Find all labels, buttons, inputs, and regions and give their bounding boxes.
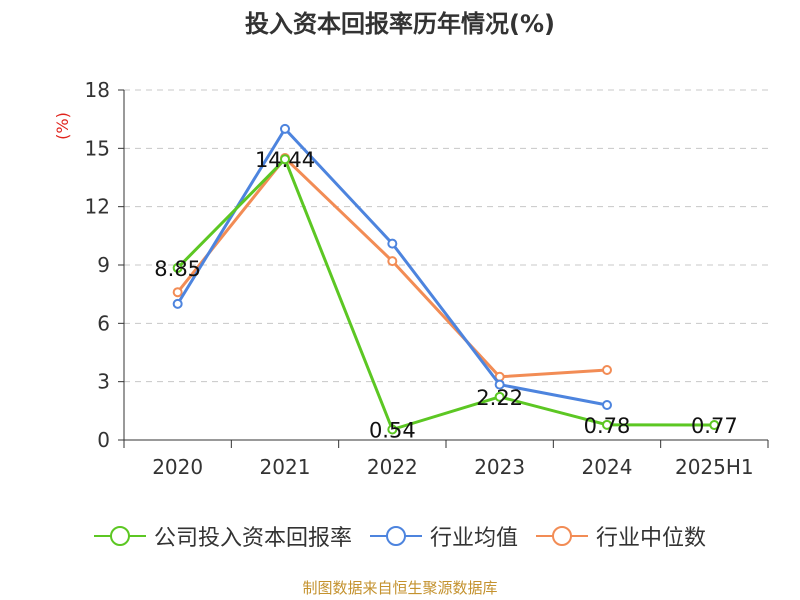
x-tick-label: 2024 [582, 455, 633, 479]
data-label: 0.54 [369, 419, 416, 443]
legend-item-industry-median[interactable]: 行业中位数 [536, 520, 706, 552]
x-tick-label: 2020 [152, 455, 203, 479]
data-point [172, 298, 183, 309]
source-note: 制图数据来自恒生聚源数据库 [302, 579, 498, 597]
y-axis-label: (%) [53, 112, 72, 140]
y-tick-label: 15 [85, 136, 110, 160]
data-point [602, 365, 612, 375]
data-label: 0.78 [584, 414, 631, 438]
axes: 0 3 6 9 12 15 18 2020 2021 2022 2023 2024 2025H1 [85, 78, 769, 479]
data-point [172, 287, 183, 298]
x-tick-label: 2025H1 [675, 455, 754, 479]
legend: 公司投入资本回报率 行业均值 行业中位数 [0, 518, 800, 554]
y-tick-label: 0 [97, 428, 110, 452]
data-point [602, 400, 612, 410]
data-point [494, 379, 505, 390]
data-label: 8.85 [154, 257, 201, 281]
x-tick-label: 2023 [474, 455, 525, 479]
y-tick-label: 6 [97, 311, 110, 335]
x-tick-label: 2022 [367, 455, 418, 479]
x-tick-label: 2021 [260, 455, 311, 479]
data-label: 0.77 [691, 414, 738, 438]
chart-title: 投入资本回报率历年情况(%) [245, 10, 555, 38]
series-line [176, 157, 715, 431]
legend-swatch-company-roic [93, 526, 146, 546]
data-label: 2.22 [476, 386, 523, 410]
legend-item-company-roic[interactable]: 公司投入资本回报率 [93, 520, 352, 552]
data-point [172, 262, 183, 273]
data-point [387, 256, 398, 267]
legend-swatch-industry-median [536, 526, 588, 546]
data-label: 14.44 [255, 148, 315, 172]
y-tick-label: 3 [97, 370, 110, 394]
y-tick-label: 12 [85, 195, 110, 219]
data-point [280, 154, 290, 165]
data-point [602, 419, 612, 430]
data-point [387, 424, 398, 435]
data-point [494, 391, 505, 402]
legend-label-industry-mean: 行业均值 [429, 526, 518, 551]
legend-item-industry-mean[interactable]: 行业均值 [369, 520, 518, 552]
data-point [280, 123, 290, 134]
series-line [176, 127, 608, 407]
data-point [387, 238, 398, 249]
legend-label-industry-median: 行业中位数 [596, 526, 707, 551]
legend-label-company-roic: 公司投入资本回报率 [153, 526, 352, 551]
series-lines [172, 123, 720, 435]
grid-lines [124, 89, 768, 383]
data-labels: 8.85 14.44 0.54 2.22 0.78 0.77 [154, 148, 737, 442]
legend-swatch-industry-mean [369, 526, 422, 546]
y-tick-label: 18 [85, 78, 110, 102]
data-point [709, 420, 720, 431]
y-tick-label: 9 [97, 253, 110, 277]
series-line [176, 156, 608, 379]
